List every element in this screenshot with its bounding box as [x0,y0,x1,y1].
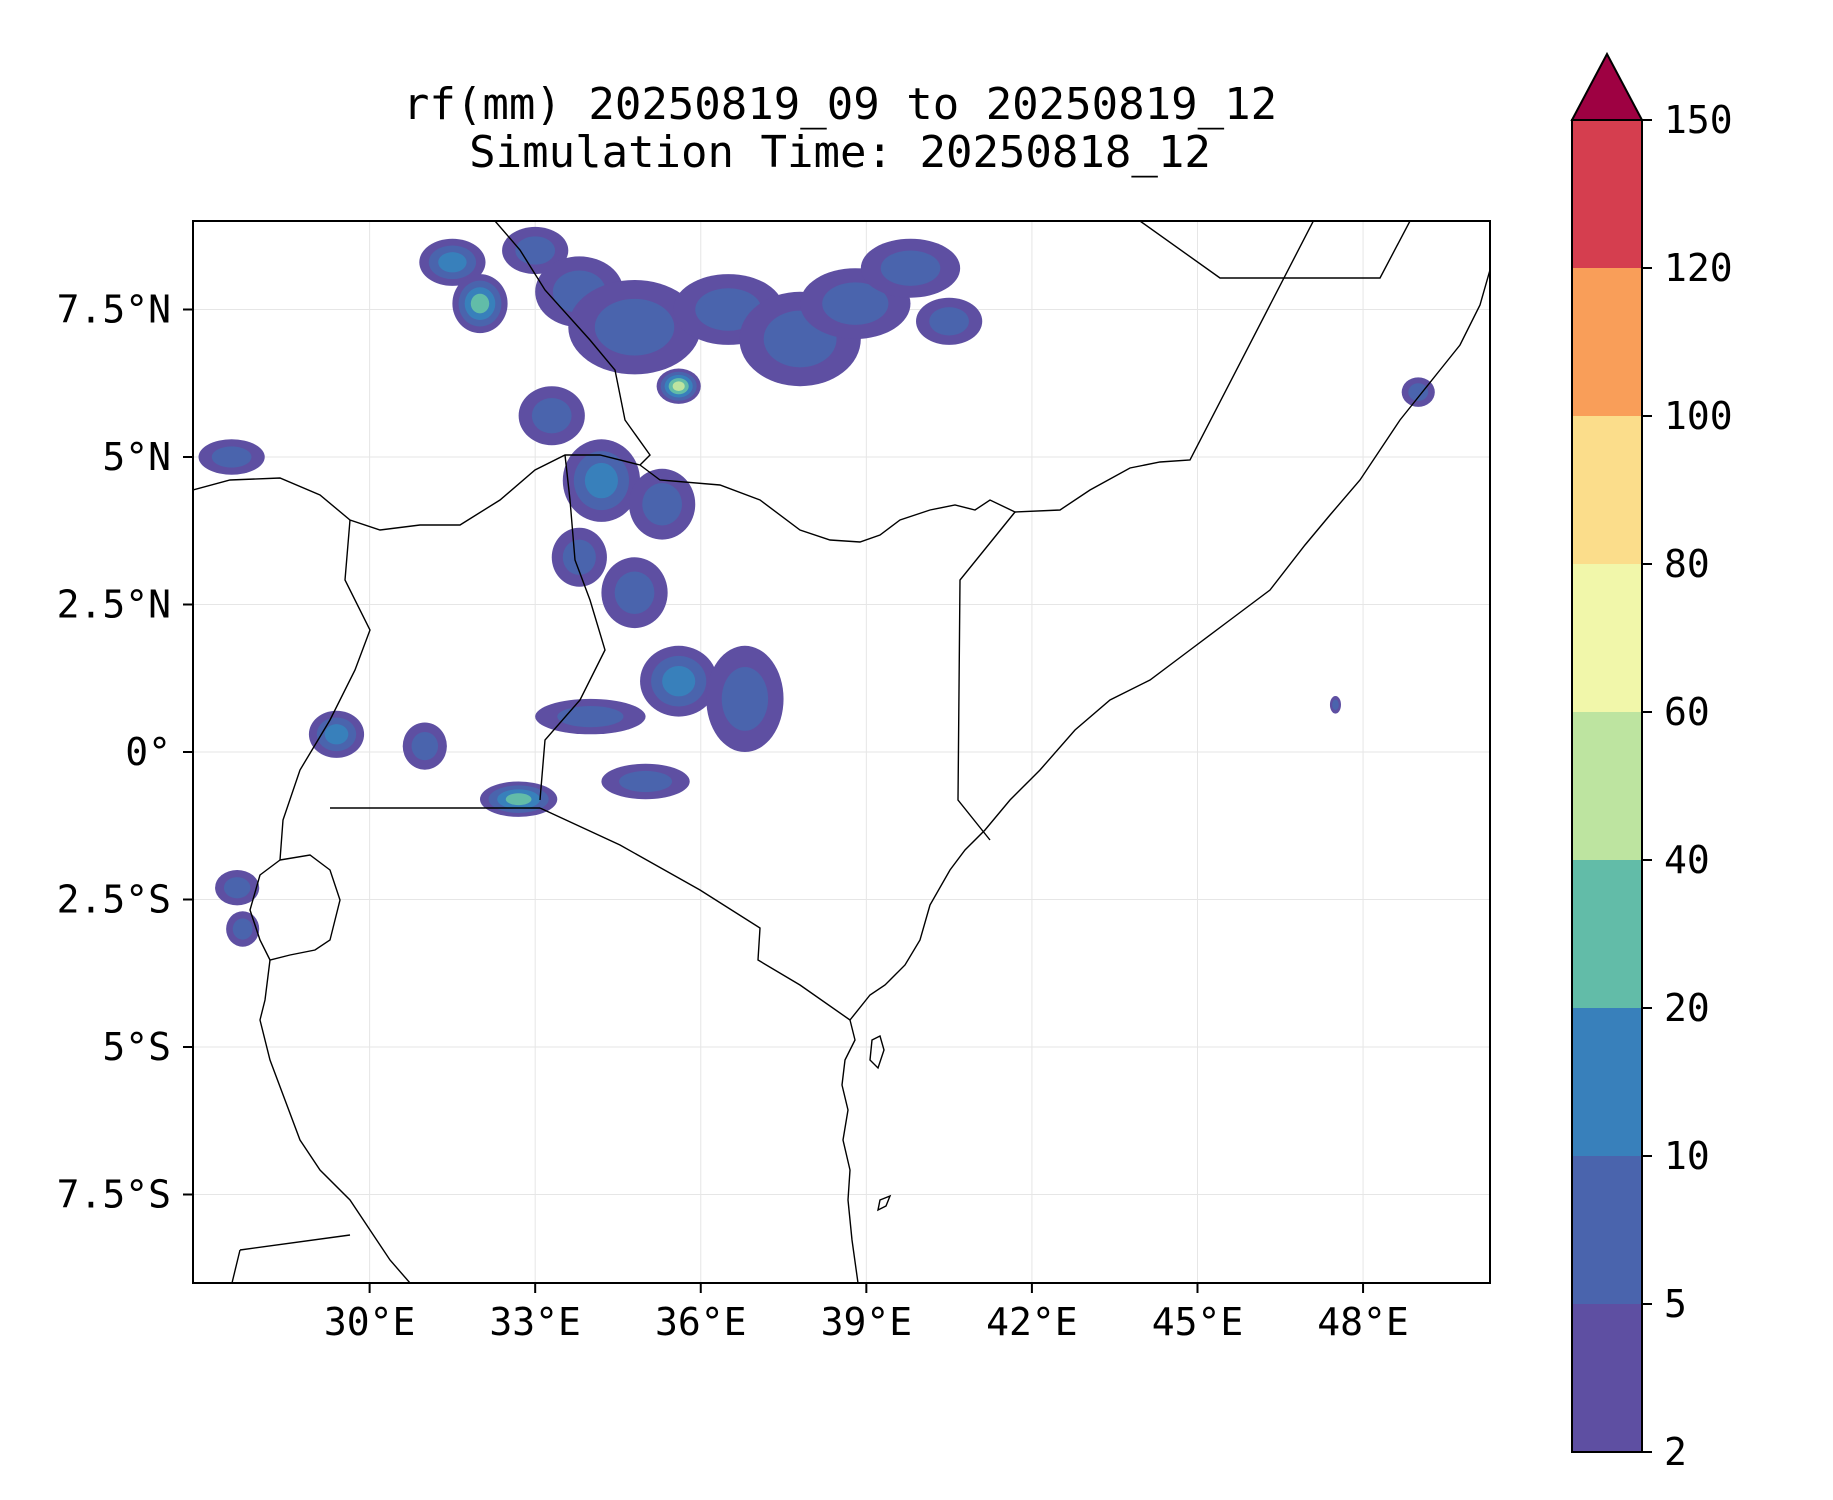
rain-cell [470,293,490,314]
rain-cell [929,307,969,336]
colorbar-tick-label: 100 [1664,394,1733,438]
colorbar-band [1572,712,1642,860]
x-tick-label: 45°E [1152,1300,1244,1344]
rain-cell [531,398,572,434]
y-tick-label: 0° [125,730,171,774]
rain-cell [438,252,467,273]
rain-cell [411,731,439,761]
rain-cell [557,705,624,728]
colorbar-tick-label: 40 [1664,838,1710,882]
rainfall-cells [198,226,1435,947]
colorbar-band [1572,1008,1642,1156]
colorbar-band [1572,268,1642,416]
border-zambia [239,1234,351,1251]
rain-cell [619,770,673,793]
rain-cell [211,446,252,468]
rain-cell [721,667,769,731]
colorbar-tick-label: 5 [1664,1282,1687,1326]
colorbar-ticks: 2 5 10 20 40 60 80 100 120 150 [1642,98,1733,1474]
border-somaliland-line [1139,221,1411,279]
y-tick-label: 5°S [102,1025,171,1069]
colorbar-tick-label: 10 [1664,1134,1710,1178]
rain-cell [1408,383,1429,401]
y-tick-label: 7.5°N [57,288,171,332]
rain-cell [614,571,655,614]
border-uganda-kenya [539,454,606,801]
colorbar-frame [1571,119,1643,1453]
border-kenya-somalia [957,511,1016,841]
border-uganda-drc [279,519,371,861]
rain-cell [822,282,889,325]
border-kenya-tanzania [539,807,851,1021]
rain-cell [324,724,349,745]
colorbar-band [1572,860,1642,1008]
zanzibar-island [869,1034,885,1070]
colorbar-tick-label: 20 [1664,986,1710,1030]
x-tick-label: 48°E [1317,1300,1409,1344]
colorbar-tick-label: 120 [1664,246,1733,290]
rain-cell [232,918,253,940]
y-tick-label: 7.5°S [57,1173,171,1217]
colorbar-tick-label: 150 [1664,98,1733,142]
border-rwanda-burundi [249,854,341,961]
coastline-east-africa [849,269,1490,1021]
rain-cell [1332,699,1339,711]
country-borders [193,221,1490,1283]
border-south-sudan-ethiopia [494,221,651,466]
border-ethiopia-kenya [639,464,1016,543]
colorbar-bands [1572,120,1642,1452]
colorbar-band [1572,1304,1642,1452]
colorbar-band [1572,416,1642,564]
coastline-tanzania [841,1019,859,1283]
title-line-2: Simulation Time: 20250818_12 [469,127,1211,178]
rain-cell [223,877,251,899]
colorbar-band [1572,120,1642,268]
rain-cell [562,539,596,575]
rain-cell [505,793,532,806]
border-tanzania-west [259,959,411,1283]
colorbar-tick-label: 60 [1664,690,1710,734]
x-tick-label: 30°E [324,1300,416,1344]
border-ethiopia-somalia [1014,221,1315,513]
border-malawi-lower [231,1249,241,1283]
colorbar-band [1572,564,1642,712]
y-tick-label: 5°N [102,435,171,479]
x-axis-ticks: 30°E 33°E 36°E 39°E 42°E 45°E 48°E [324,1283,1409,1344]
colorbar-tick-label: 80 [1664,542,1710,586]
y-tick-label: 2.5°S [57,878,171,922]
colorbar-band [1572,1156,1642,1304]
rain-cell [594,298,675,356]
x-tick-label: 36°E [655,1300,747,1344]
x-tick-label: 33°E [489,1300,581,1344]
colorbar-extend-triangle [1570,51,1644,121]
colorbar-tick-label: 2 [1664,1430,1687,1474]
y-tick-label: 2.5°N [57,583,171,627]
title-line-1: rf(mm) 20250819_09 to 20250819_12 [402,79,1278,130]
rain-cell [672,381,685,392]
x-tick-label: 39°E [821,1300,913,1344]
rain-cell [584,462,618,499]
mafia-island [877,1194,892,1212]
rain-cell [642,482,682,526]
rain-cell [880,250,941,286]
y-axis-ticks: 7.5°N 5°N 2.5°N 0° 2.5°S 5°S 7.5°S [57,288,193,1217]
grid-lines [193,221,1490,1283]
rain-cell [662,666,696,697]
x-tick-label: 42°E [986,1300,1078,1344]
